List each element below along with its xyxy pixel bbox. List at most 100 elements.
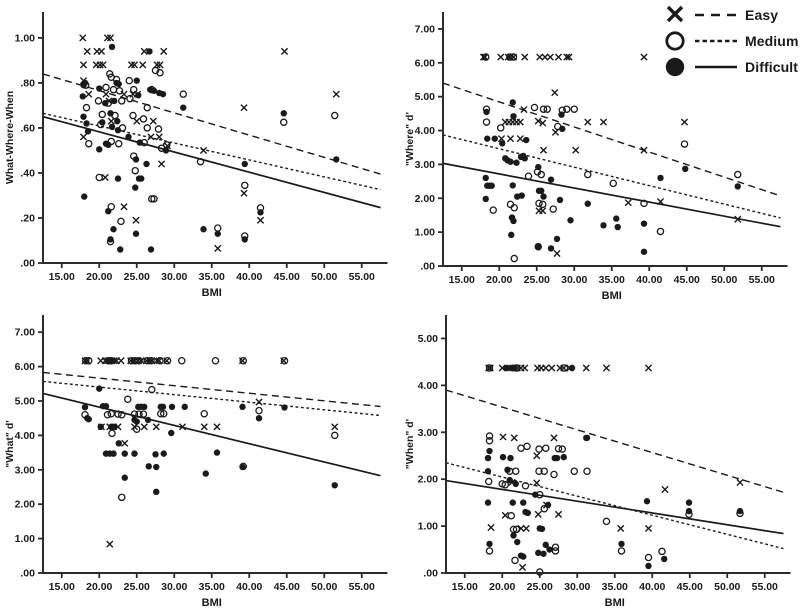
data-point-filled-circle	[486, 540, 493, 548]
data-point-filled-circle	[121, 450, 128, 457]
data-point-cross	[130, 61, 139, 69]
data-point-filled-circle	[159, 90, 167, 98]
y-tick-label: 6.00	[415, 57, 436, 69]
x-tick-label: 30.00	[161, 271, 187, 283]
data-point-filled-circle	[484, 454, 492, 462]
panel-where-dprime: 15.00 20.00 25.00 30.00 35.00 40.00 45.00 50.00…	[400, 0, 800, 300]
data-point-filled-circle	[482, 195, 489, 203]
data-point-filled-circle	[544, 501, 552, 509]
data-point-open-circle	[583, 170, 592, 179]
data-point-filled-circle	[114, 175, 122, 182]
y-tick-label: 3.00	[418, 427, 439, 439]
data-point-cross	[121, 439, 129, 447]
data-point-open-circle	[156, 409, 165, 418]
data-point-filled-circle	[131, 450, 138, 457]
x-tick-label: 20.00	[486, 274, 512, 286]
data-point-filled-circle	[138, 175, 145, 182]
data-point-open-circle	[680, 140, 689, 148]
data-point-cross	[497, 53, 505, 61]
data-point-filled-circle	[645, 562, 652, 570]
series-easy	[79, 34, 340, 252]
x-tick-label: 40.00	[636, 274, 662, 286]
data-point-open-circle	[510, 254, 519, 263]
x-tick-label: 45.00	[674, 274, 700, 286]
data-point-filled-circle	[640, 248, 648, 255]
data-point-filled-circle	[133, 418, 140, 425]
data-point-filled-circle	[560, 453, 567, 461]
data-point-cross	[499, 433, 507, 441]
data-point-open-circle	[143, 124, 151, 132]
data-point-cross	[521, 364, 529, 372]
data-point-open-circle	[523, 442, 531, 451]
data-point-open-circle	[570, 467, 578, 475]
data-point-filled-circle	[115, 440, 122, 447]
data-point-open-circle	[156, 69, 164, 77]
y-tick-label: 7.00	[15, 327, 36, 339]
x-tick-label: 30.00	[161, 581, 187, 593]
y-tick-label: 3.00	[15, 464, 36, 476]
data-point-open-circle	[543, 105, 551, 113]
x-tick-label: 40.00	[236, 581, 262, 593]
data-point-filled-circle	[147, 246, 155, 253]
fit-line-easy	[42, 371, 381, 408]
data-point-open-circle	[549, 205, 557, 213]
x-tick-label: 45.00	[677, 581, 703, 593]
data-point-open-circle	[163, 357, 172, 365]
data-point-open-circle	[560, 364, 569, 372]
series-difficult	[81, 385, 338, 496]
data-point-cross	[644, 524, 653, 533]
data-point-filled-circle	[239, 403, 246, 411]
data-point-open-circle	[147, 195, 156, 203]
data-point-cross	[147, 133, 155, 141]
x-tick-label: 25.00	[124, 581, 150, 593]
data-point-filled-circle	[507, 158, 514, 165]
y-tick-label: 4.00	[415, 125, 436, 137]
data-point-cross	[536, 53, 544, 61]
data-point-filled-circle	[159, 403, 167, 411]
data-point-cross	[107, 117, 115, 125]
x-tick-label: 25.00	[124, 271, 150, 283]
fit-line-easy	[445, 389, 784, 493]
x-tick-label: 40.00	[236, 271, 262, 283]
data-point-filled-circle	[524, 509, 531, 517]
data-point-cross	[533, 479, 541, 487]
data-point-filled-circle	[547, 245, 555, 252]
scatter-chart-top-left: 15.00 20.00 25.00 30.00 35.00 40.00 45.00 50.00…	[4, 12, 388, 299]
data-point-filled-circle	[538, 187, 545, 195]
data-point-open-circle	[509, 53, 518, 61]
data-point-open-circle	[135, 357, 143, 365]
data-point-filled-circle	[257, 209, 264, 216]
data-point-cross	[157, 160, 166, 168]
data-point-filled-circle	[547, 176, 555, 183]
data-point-filled-circle	[150, 87, 158, 94]
data-point-cross	[548, 364, 556, 372]
data-point-cross	[120, 203, 128, 211]
data-point-open-circle	[107, 409, 116, 418]
data-point-filled-circle	[121, 474, 128, 481]
data-point-filled-circle	[535, 243, 542, 250]
data-point-cross	[624, 199, 632, 207]
data-point-open-circle	[512, 525, 521, 534]
data-point-cross	[539, 119, 547, 127]
data-point-open-circle	[540, 467, 548, 475]
data-point-open-circle	[150, 195, 158, 203]
data-point-open-circle	[330, 111, 339, 120]
data-point-filled-circle	[502, 364, 510, 372]
data-point-filled-circle	[213, 449, 221, 456]
data-point-open-circle	[94, 97, 103, 105]
data-point-filled-circle	[484, 468, 492, 475]
data-point-filled-circle	[241, 160, 248, 168]
panel-what-dprime: 15.00 20.00 25.00 30.00 35.00 40.00 45.00 50.00…	[0, 300, 400, 611]
data-point-cross	[582, 364, 590, 372]
data-point-open-circle	[131, 166, 139, 175]
y-axis-title: "Where" d'	[404, 112, 416, 166]
x-tick-label: 20.00	[489, 581, 515, 593]
x-tick-label: 35.00	[599, 274, 625, 286]
data-point-filled-circle	[133, 77, 140, 84]
y-tick-label: .00	[423, 568, 438, 580]
data-point-filled-circle	[538, 525, 546, 533]
data-point-filled-circle	[214, 230, 221, 237]
data-point-cross	[132, 216, 140, 224]
data-point-cross	[550, 434, 558, 442]
fit-line-medium	[442, 134, 781, 219]
